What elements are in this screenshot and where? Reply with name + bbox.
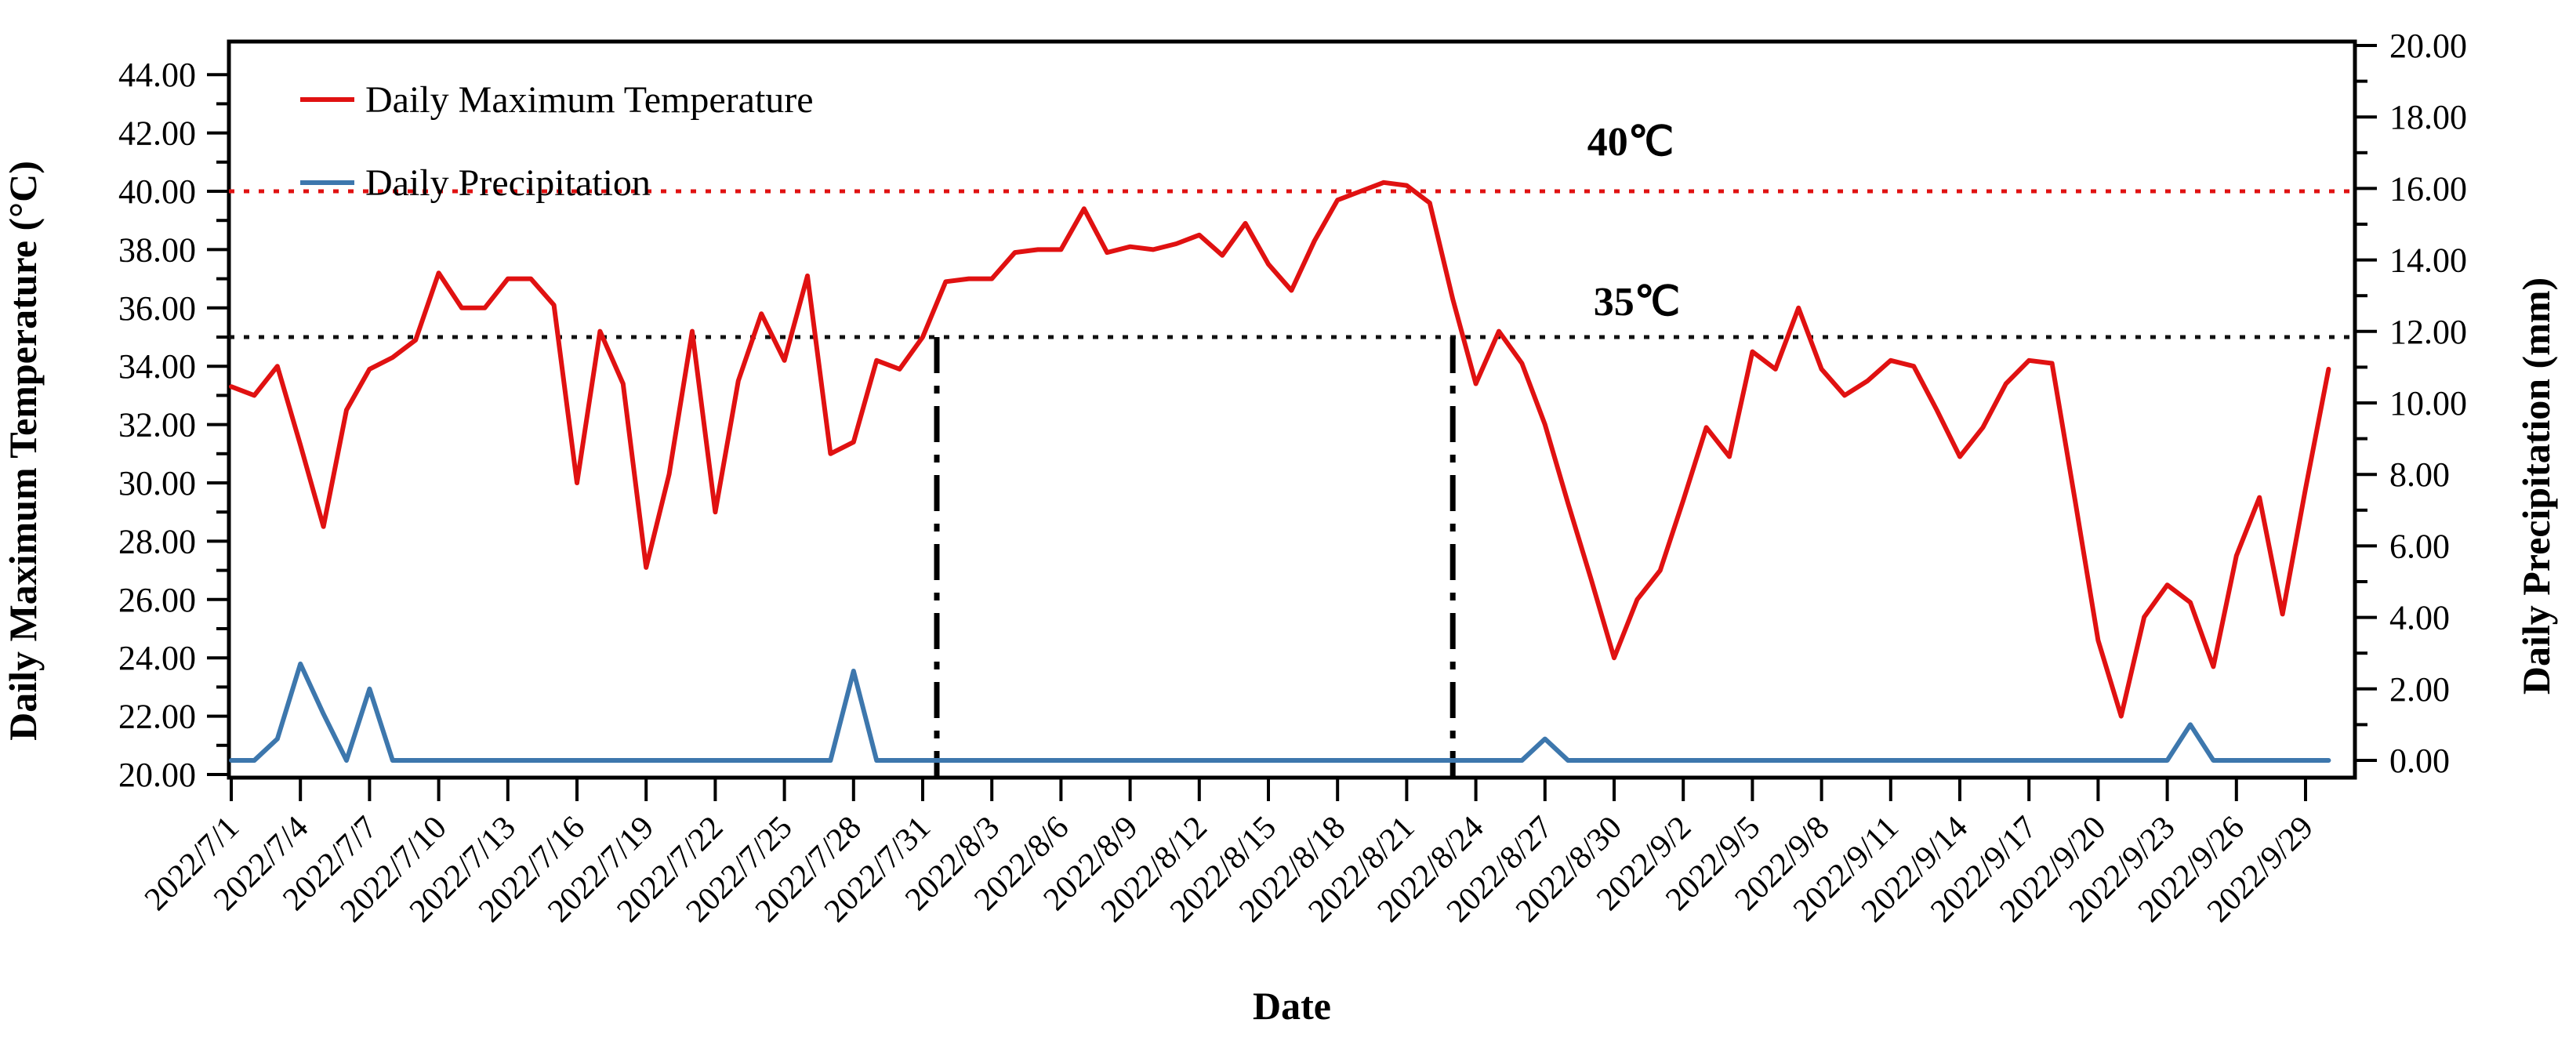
svg-text:2.00: 2.00: [2389, 670, 2450, 709]
data-series-lines: [229, 180, 2331, 763]
left-axis-title: Daily Maximum Temperature (°C): [1, 161, 45, 741]
svg-text:14.00: 14.00: [2389, 241, 2467, 280]
plot-frame: [227, 39, 2357, 780]
svg-text:34.00: 34.00: [118, 347, 196, 386]
right-axis-ticks: 0.00 2.00 4.00 6.00 8.00 10.00 12.00 14.00 16.00…: [2355, 27, 2467, 780]
legend-label-temperature: Daily Maximum Temperature: [365, 79, 814, 121]
svg-text:8.00: 8.00: [2389, 455, 2450, 494]
svg-text:4.00: 4.00: [2389, 599, 2450, 637]
svg-text:42.00: 42.00: [118, 114, 196, 153]
svg-text:10.00: 10.00: [2389, 384, 2467, 423]
svg-text:40.00: 40.00: [118, 172, 196, 211]
svg-text:38.00: 38.00: [118, 230, 196, 269]
x-axis-title: Date: [1253, 984, 1331, 1028]
svg-text:30.00: 30.00: [118, 464, 196, 502]
period-marker-lines: [934, 337, 1456, 778]
svg-text:12.00: 12.00: [2389, 313, 2467, 351]
svg-text:16.00: 16.00: [2389, 169, 2467, 208]
x-axis-ticks: 2022/7/12022/7/42022/7/72022/7/102022/7/…: [138, 778, 2320, 930]
left-axis-ticks: 20.00 22.00 24.00 26.00 28.00 30.00 32.00 34.00…: [118, 56, 229, 794]
svg-text:18.00: 18.00: [2389, 98, 2467, 136]
annotation-40c: 40℃: [1587, 120, 1674, 165]
svg-text:20.00: 20.00: [2389, 27, 2467, 65]
svg-text:44.00: 44.00: [118, 56, 196, 94]
svg-text:24.00: 24.00: [118, 639, 196, 677]
svg-text:28.00: 28.00: [118, 522, 196, 560]
svg-text:20.00: 20.00: [118, 756, 196, 794]
reference-lines: [229, 189, 2355, 339]
svg-text:6.00: 6.00: [2389, 527, 2450, 565]
annotation-35c: 35℃: [1594, 280, 1680, 325]
series-line-right: [229, 661, 2331, 763]
svg-text:32.00: 32.00: [118, 406, 196, 444]
series-line-left: [229, 180, 2331, 719]
svg-text:36.00: 36.00: [118, 289, 196, 328]
right-axis-title: Daily Precipitation (mm): [2514, 278, 2558, 695]
svg-text:22.00: 22.00: [118, 698, 196, 736]
svg-text:0.00: 0.00: [2389, 742, 2450, 780]
legend-label-precipitation: Daily Precipitation: [365, 162, 651, 204]
svg-text:26.00: 26.00: [118, 581, 196, 619]
legend: Daily Maximum Temperature Daily Precipit…: [300, 79, 814, 204]
